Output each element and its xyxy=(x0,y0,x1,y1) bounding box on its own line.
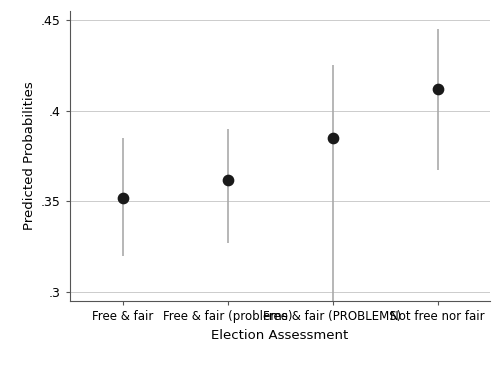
Point xyxy=(434,86,442,92)
Point xyxy=(224,177,232,182)
X-axis label: Election Assessment: Election Assessment xyxy=(212,328,348,342)
Y-axis label: Predicted Probabilities: Predicted Probabilities xyxy=(22,81,36,230)
Point xyxy=(328,135,336,141)
Point xyxy=(118,195,126,201)
